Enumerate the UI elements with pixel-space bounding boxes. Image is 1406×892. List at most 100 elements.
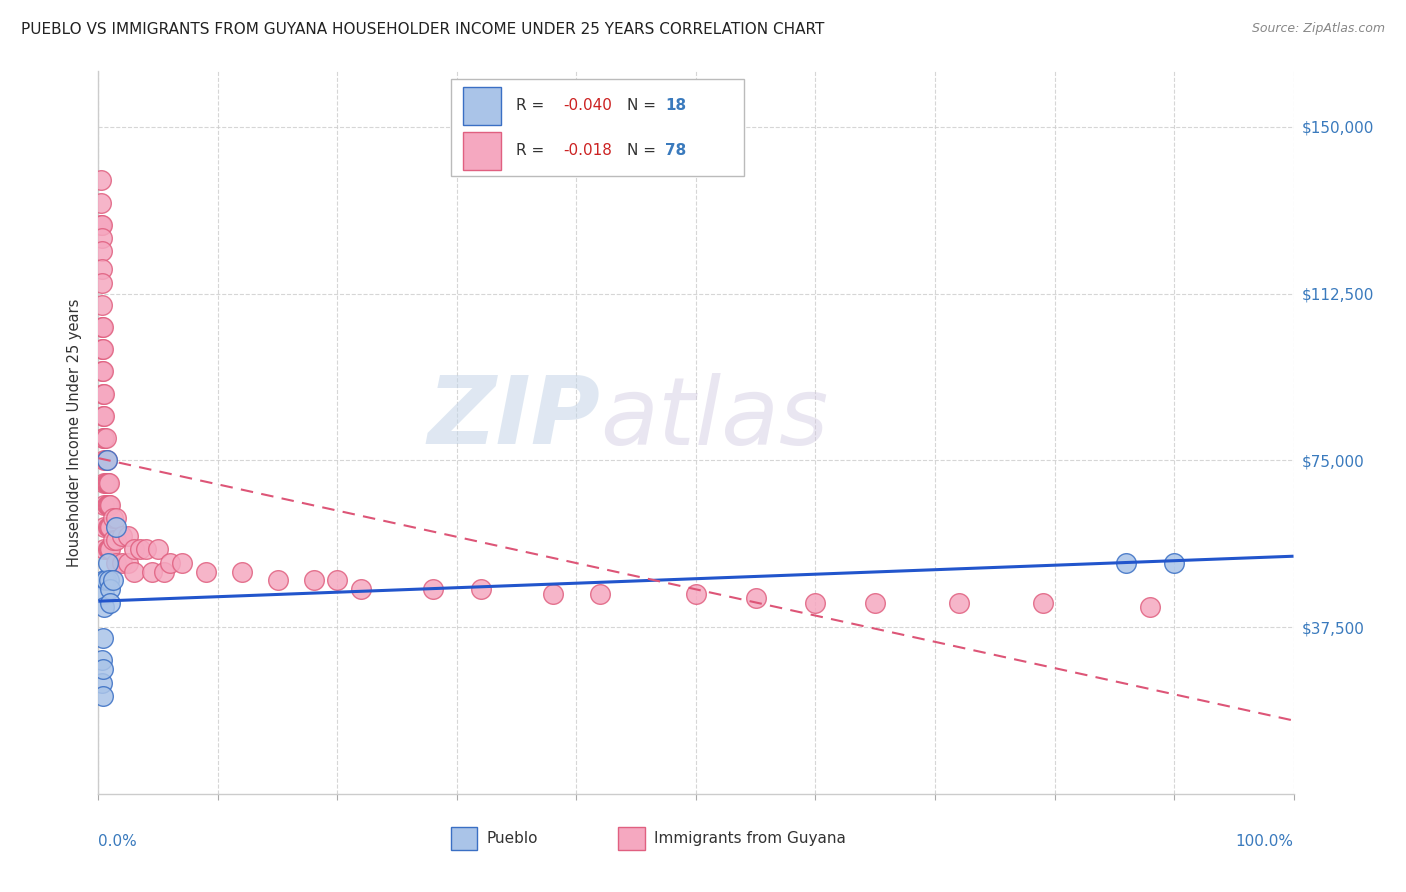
- Point: [865, 596, 887, 610]
- Point: [91, 343, 114, 357]
- Y-axis label: Householder Income Under 25 years: Householder Income Under 25 years: [67, 299, 83, 566]
- Point: [326, 574, 349, 588]
- Point: [470, 582, 492, 597]
- Point: [97, 542, 120, 557]
- Point: [1139, 600, 1161, 615]
- Text: ZIP: ZIP: [427, 372, 600, 464]
- Point: [98, 574, 121, 588]
- Point: [94, 453, 117, 467]
- Text: N =: N =: [627, 144, 655, 158]
- Point: [91, 343, 114, 357]
- Point: [97, 556, 120, 570]
- Point: [302, 574, 325, 588]
- Point: [91, 689, 114, 703]
- FancyBboxPatch shape: [451, 78, 744, 176]
- Point: [195, 565, 218, 579]
- Point: [90, 195, 112, 210]
- Point: [93, 542, 115, 557]
- Text: -0.018: -0.018: [564, 144, 612, 158]
- Point: [422, 582, 444, 597]
- Point: [91, 431, 114, 445]
- Point: [105, 511, 128, 525]
- Point: [91, 276, 114, 290]
- Point: [91, 218, 114, 232]
- Point: [91, 386, 114, 401]
- Text: 78: 78: [665, 144, 686, 158]
- Point: [124, 565, 146, 579]
- Point: [124, 542, 146, 557]
- Point: [91, 298, 114, 312]
- Point: [93, 498, 115, 512]
- Point: [93, 475, 115, 490]
- Point: [94, 475, 117, 490]
- Point: [98, 542, 121, 557]
- Point: [1032, 596, 1054, 610]
- Point: [1163, 556, 1185, 570]
- Text: PUEBLO VS IMMIGRANTS FROM GUYANA HOUSEHOLDER INCOME UNDER 25 YEARS CORRELATION C: PUEBLO VS IMMIGRANTS FROM GUYANA HOUSEHO…: [21, 22, 824, 37]
- Point: [93, 431, 115, 445]
- Point: [96, 475, 118, 490]
- Point: [129, 542, 152, 557]
- Point: [98, 520, 121, 534]
- Point: [159, 556, 181, 570]
- Point: [96, 453, 118, 467]
- Point: [153, 565, 176, 579]
- Point: [98, 596, 122, 610]
- Point: [97, 475, 120, 490]
- Point: [91, 320, 114, 334]
- Point: [98, 498, 121, 512]
- Point: [111, 529, 134, 543]
- Text: N =: N =: [627, 98, 655, 113]
- Point: [91, 231, 114, 245]
- FancyBboxPatch shape: [451, 827, 477, 850]
- Point: [93, 600, 115, 615]
- Point: [94, 431, 117, 445]
- FancyBboxPatch shape: [463, 87, 501, 125]
- Point: [117, 556, 139, 570]
- Point: [267, 574, 290, 588]
- Point: [101, 511, 124, 525]
- Point: [105, 556, 128, 570]
- Text: 18: 18: [665, 98, 686, 113]
- Point: [1115, 556, 1137, 570]
- Point: [172, 556, 194, 570]
- Point: [98, 475, 121, 490]
- Point: [91, 662, 114, 676]
- Point: [96, 498, 118, 512]
- Point: [101, 533, 124, 548]
- Text: 0.0%: 0.0%: [98, 834, 138, 848]
- Point: [685, 587, 707, 601]
- Point: [90, 218, 112, 232]
- Text: R =: R =: [516, 98, 544, 113]
- Text: 100.0%: 100.0%: [1236, 834, 1294, 848]
- Point: [105, 533, 128, 548]
- Point: [97, 520, 120, 534]
- Point: [93, 453, 115, 467]
- Point: [948, 596, 970, 610]
- Point: [90, 173, 112, 187]
- Point: [94, 574, 117, 588]
- Text: -0.040: -0.040: [564, 98, 612, 113]
- Point: [91, 262, 114, 277]
- Point: [111, 556, 134, 570]
- Text: Immigrants from Guyana: Immigrants from Guyana: [654, 831, 846, 847]
- Point: [141, 565, 163, 579]
- Point: [350, 582, 373, 597]
- Text: Pueblo: Pueblo: [486, 831, 538, 847]
- Point: [745, 591, 768, 606]
- Point: [98, 520, 122, 534]
- Point: [589, 587, 612, 601]
- Point: [101, 574, 124, 588]
- Point: [98, 582, 122, 597]
- Point: [91, 320, 114, 334]
- Point: [98, 498, 122, 512]
- FancyBboxPatch shape: [463, 132, 501, 169]
- Point: [117, 529, 139, 543]
- Text: R =: R =: [516, 144, 544, 158]
- Point: [91, 632, 114, 646]
- Point: [91, 409, 114, 423]
- Point: [93, 386, 115, 401]
- Point: [98, 542, 122, 557]
- Point: [91, 364, 114, 378]
- Point: [91, 675, 114, 690]
